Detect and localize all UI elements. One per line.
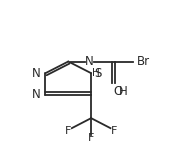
Text: O: O	[113, 85, 122, 98]
Text: H: H	[119, 85, 128, 98]
Text: F: F	[111, 127, 117, 136]
Text: N: N	[85, 55, 94, 68]
Text: N: N	[32, 88, 40, 101]
Text: N: N	[32, 67, 40, 80]
Text: S: S	[95, 67, 102, 80]
Text: H: H	[92, 68, 100, 78]
Text: Br: Br	[137, 55, 150, 68]
Text: F: F	[65, 127, 72, 136]
Text: F: F	[88, 133, 94, 143]
